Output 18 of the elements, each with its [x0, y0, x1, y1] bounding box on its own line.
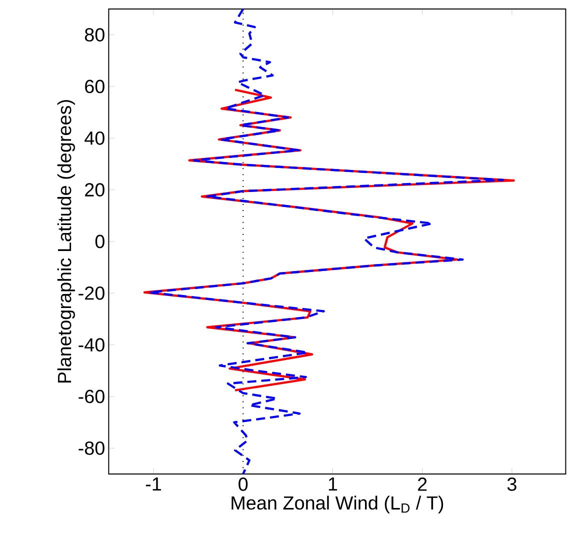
line-series [148, 8, 504, 474]
y-tick-label: 20 [85, 183, 104, 197]
line-series [143, 88, 515, 392]
y-tick-label: 80 [84, 28, 104, 42]
x-tick-label: 3 [507, 478, 516, 491]
x-tick-label: 1 [328, 478, 338, 491]
y-axis-title: Planetographic Latitude (degrees) [57, 100, 75, 383]
y-tick-label: -60 [78, 390, 104, 404]
y-tick-label: 0 [95, 234, 104, 248]
x-tick-label: 0 [238, 478, 248, 491]
y-tick-label: -40 [78, 338, 104, 352]
x-tick-label: -1 [146, 478, 161, 491]
y-tick-label: 40 [84, 131, 104, 145]
x-axis-title: Mean Zonal Wind (L$_{D}$ / T) [232, 496, 444, 514]
y-tick-label: -20 [78, 286, 104, 300]
x-tick-label: 2 [418, 478, 427, 491]
y-tick-label: 60 [85, 80, 104, 94]
y-tick-label: -80 [78, 441, 104, 455]
